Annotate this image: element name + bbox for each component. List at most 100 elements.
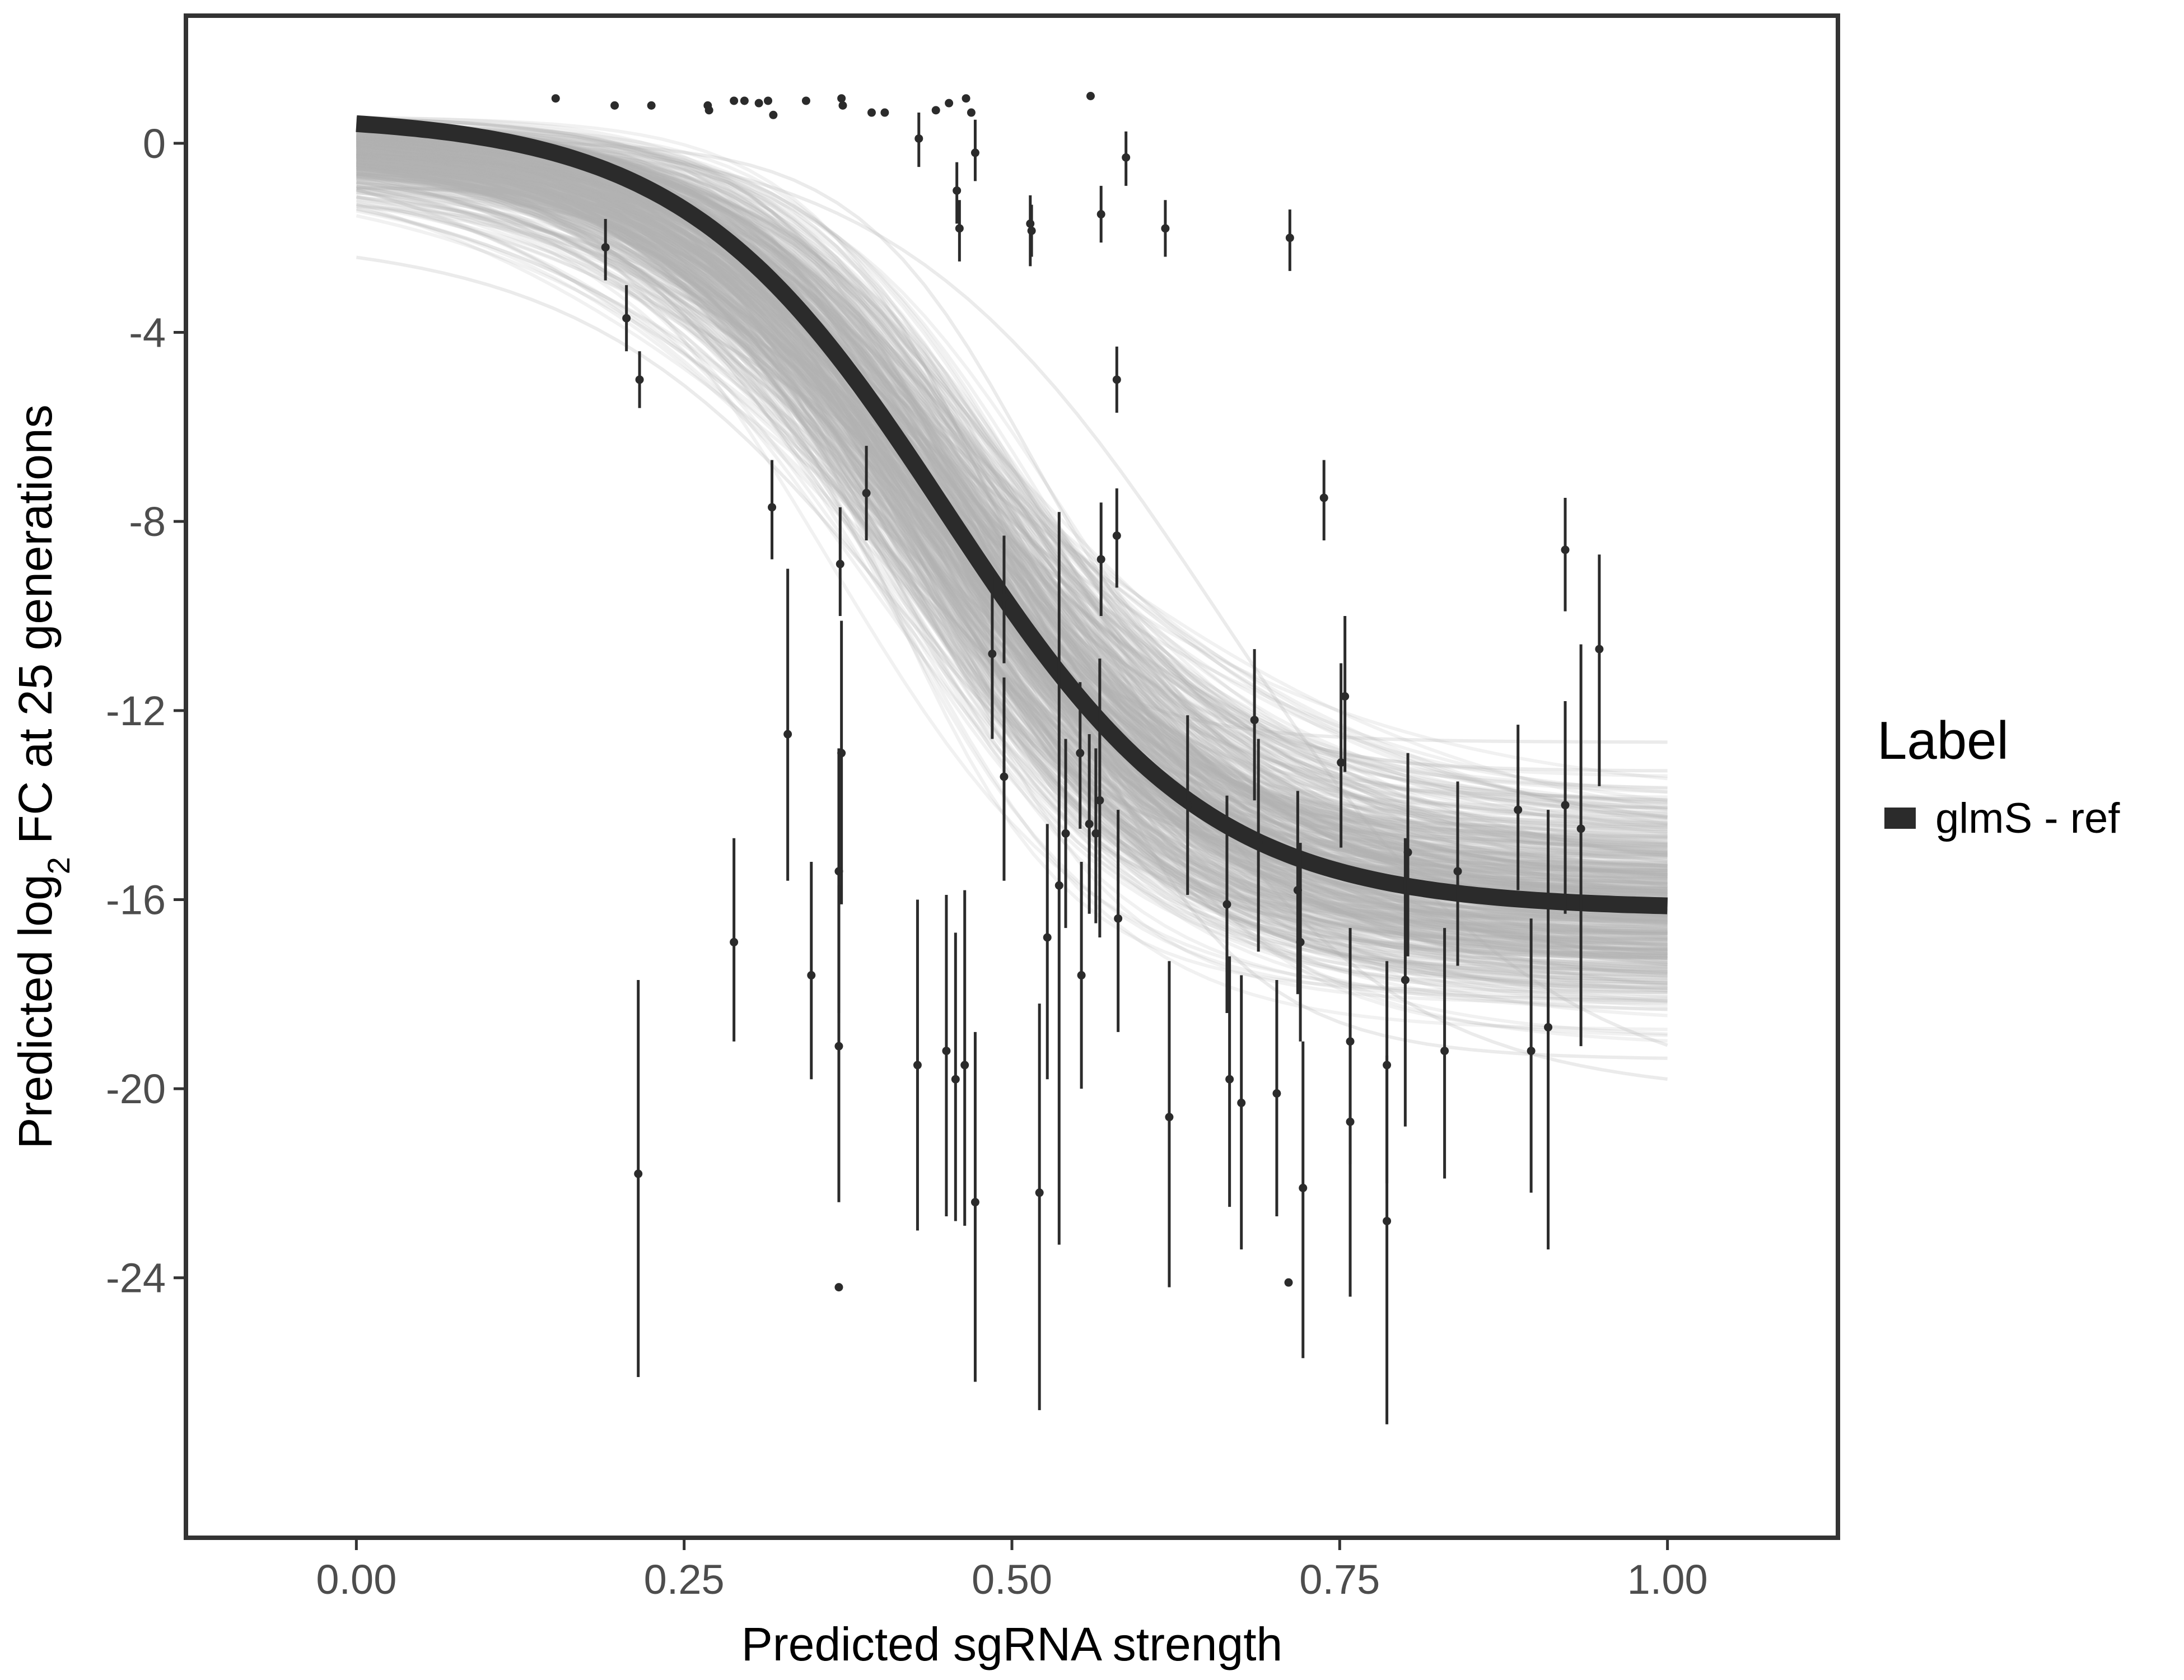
posterior-draw-line <box>356 157 1668 983</box>
posterior-draw-line <box>356 143 1668 859</box>
posterior-draw-line <box>356 158 1668 840</box>
posterior-draw-line <box>356 134 1668 844</box>
posterior-draw-line <box>356 163 1668 873</box>
posterior-draw-line <box>356 152 1668 922</box>
posterior-draw-line <box>356 137 1668 867</box>
posterior-draw-line <box>356 136 1668 794</box>
y-tick-label: -4 <box>129 310 166 356</box>
data-point <box>1061 829 1070 838</box>
posterior-draw-line <box>356 158 1668 863</box>
posterior-draw-line <box>356 152 1668 879</box>
posterior-draw-line <box>356 139 1668 946</box>
data-point <box>955 224 964 233</box>
posterior-draw-line <box>356 151 1668 963</box>
posterior-draw-line <box>356 136 1668 958</box>
posterior-draw-line <box>356 164 1668 837</box>
posterior-draw-line <box>356 147 1668 1011</box>
posterior-draw-line <box>356 153 1668 929</box>
posterior-draw-line <box>356 160 1668 928</box>
posterior-draw-line <box>356 140 1668 940</box>
posterior-draw-line <box>356 139 1668 889</box>
posterior-draw-line <box>356 138 1668 794</box>
posterior-draw-line <box>356 141 1668 975</box>
posterior-draw-line <box>356 166 1668 940</box>
plot-panel-border <box>184 13 1840 1540</box>
posterior-draw-line <box>356 195 1668 979</box>
data-point <box>1453 867 1462 876</box>
data-point <box>764 96 773 105</box>
posterior-draw-line <box>356 171 1668 878</box>
posterior-draw-line <box>356 129 1668 881</box>
data-point <box>1000 772 1009 781</box>
posterior-draw-line <box>356 174 1668 869</box>
posterior-draw-line <box>356 136 1668 909</box>
posterior-draw-line <box>356 172 1668 906</box>
posterior-draw-line <box>356 156 1668 907</box>
posterior-draw-line <box>356 150 1668 921</box>
posterior-draw-line <box>356 166 1668 818</box>
posterior-draw-line <box>356 156 1668 867</box>
posterior-draw-line <box>356 164 1668 845</box>
data-point <box>1595 645 1604 654</box>
posterior-draw-line <box>356 190 1668 868</box>
data-point <box>1222 900 1231 909</box>
posterior-draw-line <box>356 136 1668 965</box>
posterior-draw-line <box>356 167 1668 946</box>
posterior-draw-line <box>356 116 1668 923</box>
posterior-draw-line <box>356 161 1668 979</box>
posterior-draw-line <box>356 138 1668 806</box>
data-point <box>960 1061 969 1070</box>
posterior-draw-line <box>356 122 1668 877</box>
posterior-draw-line <box>356 155 1668 896</box>
posterior-draw-line <box>356 129 1668 994</box>
posterior-draw-line <box>356 172 1668 952</box>
posterior-draw-line <box>356 129 1668 892</box>
posterior-draw-line <box>356 123 1668 870</box>
data-point <box>942 1047 951 1056</box>
posterior-draw-line <box>356 159 1668 846</box>
data-point <box>880 108 889 117</box>
y-tick-label: -24 <box>106 1255 166 1301</box>
posterior-draw-line <box>356 158 1668 858</box>
posterior-draw-line <box>356 165 1668 944</box>
posterior-draw-line <box>356 151 1668 927</box>
posterior-draw-line <box>356 134 1668 938</box>
data-point <box>1085 819 1094 828</box>
posterior-draw-line <box>356 139 1668 946</box>
posterior-draw-line <box>356 133 1668 825</box>
posterior-draw-line <box>356 124 1668 919</box>
data-point <box>1527 1047 1536 1056</box>
posterior-draw-line <box>356 165 1668 819</box>
posterior-draw-line <box>356 184 1668 901</box>
posterior-draw-line <box>356 124 1668 815</box>
posterior-draw-line <box>356 172 1668 953</box>
posterior-draw-line <box>356 148 1668 983</box>
data-point <box>634 1169 643 1178</box>
data-point <box>988 650 997 659</box>
posterior-draw-line <box>356 156 1668 835</box>
posterior-draw-line <box>356 133 1668 902</box>
posterior-draw-line <box>356 171 1668 900</box>
posterior-draw-line <box>356 135 1668 940</box>
data-point <box>970 1198 979 1207</box>
posterior-draw-line <box>356 149 1668 855</box>
posterior-draw-line <box>356 162 1668 828</box>
data-point <box>1576 824 1585 833</box>
posterior-draw-line <box>356 174 1668 954</box>
posterior-draw-line <box>356 151 1668 896</box>
posterior-draw-line <box>356 172 1668 819</box>
posterior-draw-line <box>356 150 1668 917</box>
posterior-draw-line <box>356 155 1668 1003</box>
posterior-draw-line <box>356 170 1668 839</box>
posterior-draw-line <box>356 201 1668 781</box>
posterior-draw-line <box>356 198 1668 966</box>
posterior-draw-line <box>356 152 1668 925</box>
posterior-draw-line <box>356 142 1668 854</box>
posterior-draw-line <box>356 169 1668 947</box>
fit-curve-glms-ref <box>356 115 1668 914</box>
posterior-draw-line <box>356 148 1668 839</box>
posterior-draw-line <box>356 116 1668 832</box>
posterior-draw-line <box>356 139 1668 1011</box>
posterior-draw-line <box>356 142 1668 913</box>
posterior-draw-line <box>356 184 1668 846</box>
